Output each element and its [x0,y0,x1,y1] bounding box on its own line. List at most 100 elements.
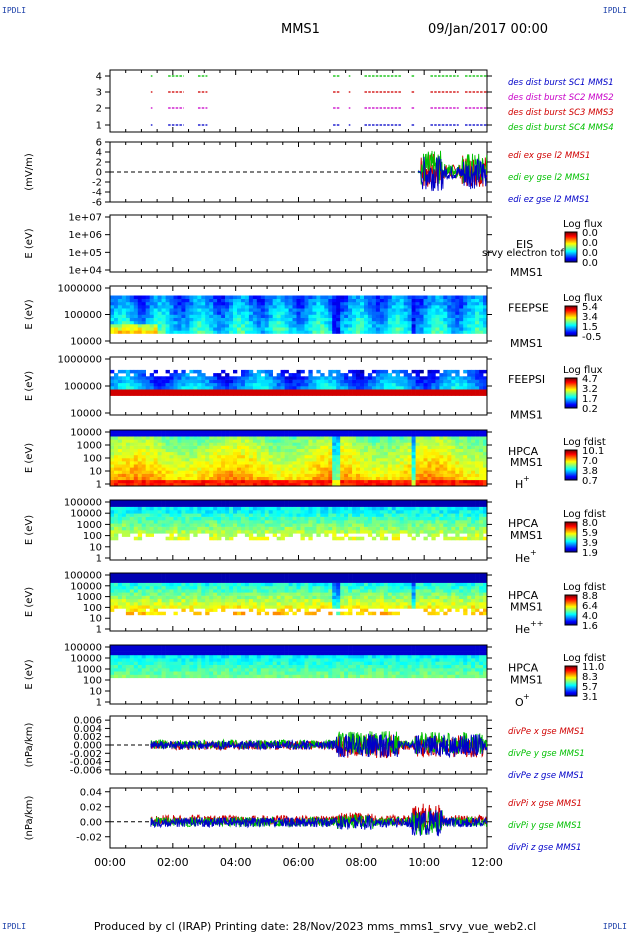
feepse-panel-cell [387,327,393,331]
hpca-h-panel-cell [320,467,325,471]
feepse-panel-cell [471,320,476,325]
hpca-h-panel-cell [320,464,325,468]
hpca-he-panel-cell [288,530,293,534]
hpca-h-panel-cell [308,451,313,456]
feepse-panel-cell [157,324,162,328]
hpca-h-panel-cell [197,482,202,487]
hpca-h-panel-cell [268,430,273,434]
feepsi-panel-cell [110,386,115,390]
hpca-h-panel-cell [241,436,246,440]
feepse-panel-cell [177,320,182,325]
hpca-h-panel-cell [459,461,464,465]
hpca-h-panel-cell [479,430,484,434]
feepsi-panel-cell [324,386,329,390]
hpca-he-panel-cell [336,510,341,514]
hpca-h-panel-cell [276,464,281,468]
feepsi-panel-cell [217,386,222,390]
hpca-h-panel-cell [129,439,135,443]
hpca-h-panel-cell [411,470,416,474]
hpca-h-panel-cell [447,467,452,471]
feepsi-panel-cell [189,376,194,380]
hpca-h-panel-cell [217,454,222,459]
hpca-he-panel-cell [125,530,131,534]
hpca-h-panel-cell [407,479,412,484]
feepse-panel-cell [244,327,250,331]
hpca-h-panel-cell [375,467,381,471]
eis-panel-cbar-cell [565,260,577,262]
hpca-he-panel-cell [264,520,270,524]
hpca-he-panel-cell [221,503,226,507]
feepse-panel-cell [352,317,357,322]
hpca-h-panel-cell [439,445,444,449]
hpca-h-panel-cell [336,470,341,474]
hpca-h-panel-cell [435,458,440,462]
feepse-panel-cell [241,308,246,312]
feepsi-panel-cell [391,392,397,396]
hpca-h-panel-cell [356,430,361,434]
hpca-h-panel-cell [229,445,234,449]
feepsi-panel-cell [379,382,385,387]
hpca-h-panel-cell [201,436,206,440]
feepsi-panel-cell [141,369,146,374]
feepse-panel-cell [383,317,389,322]
hpca-h-panel-cell [225,448,230,453]
hpca-he-panel-cell [304,500,309,504]
hpca-h-panel-cell [379,451,385,456]
feepse-panel-cell [463,330,468,334]
hpca-h-panel-cell [141,476,146,481]
feepsi-panel-cell [324,379,329,384]
hpca-h-panel-cell [300,482,305,487]
feepse-panel-cell [375,330,381,334]
feepse-panel-cell [348,298,353,303]
feepse-panel-cell [141,330,146,334]
feepse-panel-cell [252,324,258,328]
feepsi-panel-cell [221,379,226,384]
hpca-h-panel-cell [348,433,353,437]
feepse-panel-cell [340,298,345,303]
feepsi-panel-cell [125,392,131,396]
hpca-he-panel-cell [185,523,190,527]
hpca-he-panel-cell [280,506,285,511]
feepsi-panel-cell [423,389,428,393]
hpca-he-panel-cell [241,530,246,534]
hpca-h-panel-cell [439,461,444,465]
eis-panel-ytick-label: 1e+05 [68,248,102,259]
feepse-panel-cell [296,317,301,322]
feepse-panel-cell [419,295,424,299]
burst-legend-entry: des dist burst SC1 MMS1 [508,78,614,88]
hpca-h-panel-cell [451,451,456,456]
feepse-panel-cell [229,327,234,331]
hpca-h-panel-cell [479,482,484,487]
hpca-he-panel-cell [256,516,262,521]
feepse-panel-cell [280,308,285,312]
hpca-he-panel-cell [284,513,289,517]
hpca-h-panel-cell [157,436,162,440]
hpca-h-panel-cell [367,458,373,462]
feepsi-panel-cbar-tick: 1.7 [582,394,598,405]
hpca-he-panel-cell [237,510,242,514]
hpca-h-panel-cell [367,448,373,453]
hpca-h-panel-cell [316,433,321,437]
feepse-panel-cell [296,324,301,328]
hpca-h-panel-cell [149,464,154,468]
hpca-he-panel-cell [209,533,214,537]
hpca-h-panel-cbar-cell [565,467,577,469]
feepsi-panel-cell [371,386,377,390]
feepsi-panel-cell [145,376,150,380]
hpca-h-panel-cell [161,442,166,446]
feepse-panel-cell [463,301,468,306]
feepse-panel-cell [427,295,432,299]
feepse-panel-cell [149,301,154,306]
hpca-h-panel-cell [133,470,139,474]
hpca-h-panel-cell [169,454,174,459]
hpca-h-panel-cell [415,464,420,468]
hpca-he-panel-cell [129,500,135,504]
hpca-h-panel-cell [471,454,476,459]
hpca-he-panel-cell [217,513,222,517]
hpca-h-panel-cell [387,433,393,437]
hpca-he-panel-cell [185,520,190,524]
feepse-panel-cell [356,311,361,315]
hpca-h-panel-cell [296,430,301,434]
hpca-h-panel-cell [348,439,353,443]
feepse-panel-cell [399,320,404,325]
